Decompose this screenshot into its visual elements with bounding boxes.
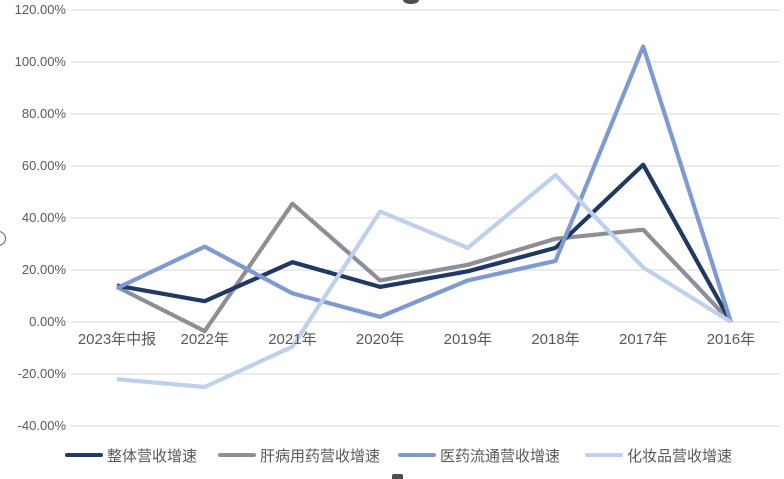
legend-label: 医药流通营收增速 (440, 447, 561, 465)
legend-line-swatch (218, 452, 256, 458)
y-tick-label: 60.00% (21, 158, 66, 173)
legend-label: 肝病用药营收增速 (260, 447, 381, 465)
x-tick-label: 2018年 (531, 331, 580, 348)
y-tick-label: 100.00% (14, 54, 66, 69)
y-tick-label: 120.00% (14, 2, 66, 17)
series-line-pharma-distribution-revenue-growth (116, 44, 733, 323)
cropped-chart-title-fragment (403, 0, 419, 4)
x-tick-label: 2023年中报 (77, 331, 157, 348)
legend-item: 化妆品营收增速 (585, 446, 733, 465)
legend-item: 医药流通营收增速 (398, 446, 561, 465)
y-tick-label: 80.00% (21, 106, 66, 121)
legend-label: 整体营收增速 (107, 447, 198, 465)
y-tick-label: 0.00% (29, 314, 66, 329)
series-line-cosmetics-revenue-growth (116, 173, 733, 390)
x-tick-label: 2017年 (619, 331, 668, 348)
legend-label: 化妆品营收增速 (627, 447, 733, 465)
legend-line-swatch (398, 452, 436, 458)
x-tick-label: 2022年 (180, 331, 229, 348)
legend-item: 整体营收增速 (65, 446, 198, 465)
y-tick-label: 40.00% (21, 210, 66, 225)
x-tick-label: 2021年 (268, 331, 317, 348)
legend-line-swatch (65, 452, 103, 458)
x-tick-label: 2016年 (706, 331, 756, 348)
series-line-liver-drug-revenue-growth (116, 201, 733, 334)
legend-item: 肝病用药营收增速 (218, 446, 381, 465)
series-line-overall-revenue-growth (116, 162, 733, 324)
y-tick-label: 20.00% (21, 262, 66, 277)
x-tick-label: 2020年 (355, 331, 405, 348)
y-tick-label: -40.00% (17, 418, 66, 433)
y-tick-label: -20.00% (17, 366, 66, 381)
cropped-caption-fragment (392, 474, 403, 479)
x-tick-label: 2019年 (443, 331, 492, 348)
legend-line-swatch (585, 452, 623, 458)
